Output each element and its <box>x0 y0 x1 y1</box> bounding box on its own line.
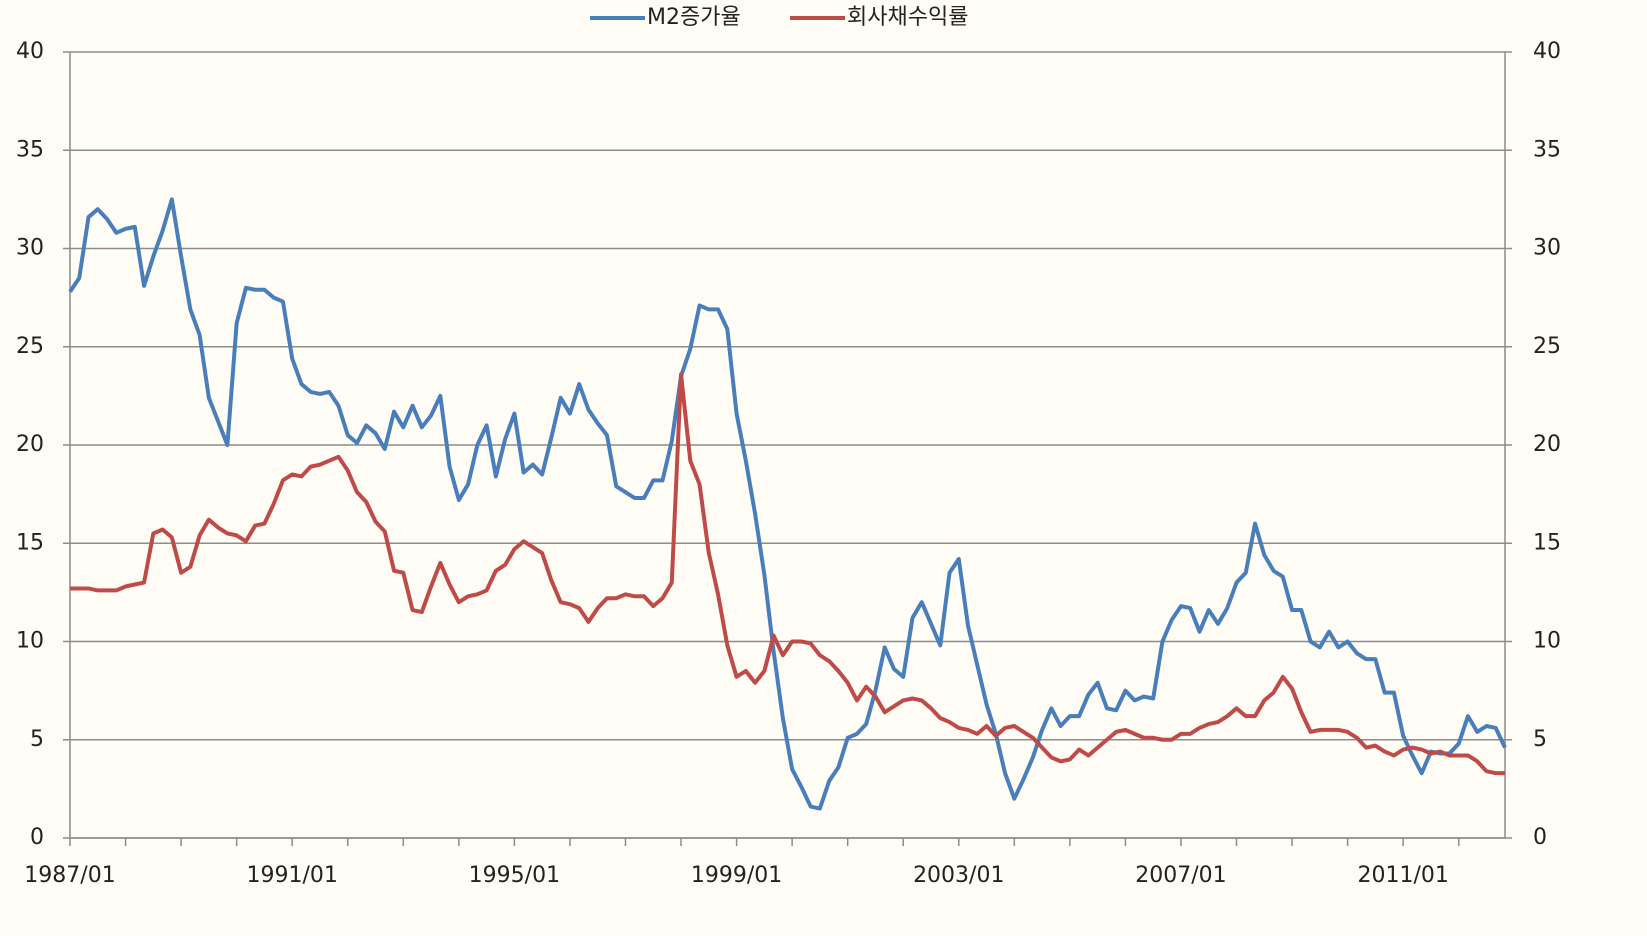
y2-tick-label: 10 <box>1533 629 1561 654</box>
x-tick-label: 1995/01 <box>469 863 560 888</box>
x-tick-label: 1987/01 <box>24 863 115 888</box>
y2-tick-label: 5 <box>1533 727 1547 752</box>
y2-tick-label: 25 <box>1533 334 1561 359</box>
y-tick-label: 0 <box>30 825 44 850</box>
legend-label: 회사채수익률 <box>847 5 968 30</box>
y2-tick-label: 40 <box>1533 39 1561 64</box>
series-line <box>68 197 1507 811</box>
x-tick-label: 1991/01 <box>246 863 337 888</box>
y-tick-label: 5 <box>30 727 44 752</box>
series-line <box>70 372 1505 776</box>
x-tick-label: 1999/01 <box>691 863 782 888</box>
x-tick-label: 2011/01 <box>1357 863 1448 888</box>
x-tick-label: 2007/01 <box>1135 863 1226 888</box>
y-tick-label: 10 <box>16 629 44 654</box>
y2-tick-label: 35 <box>1533 137 1561 162</box>
y-tick-label: 20 <box>16 432 44 457</box>
y-tick-label: 15 <box>16 530 44 555</box>
y-tick-label: 40 <box>16 39 44 64</box>
y2-tick-label: 20 <box>1533 432 1561 457</box>
y2-tick-label: 15 <box>1533 530 1561 555</box>
y2-tick-label: 30 <box>1533 236 1561 261</box>
x-tick-label: 2003/01 <box>913 863 1004 888</box>
y-tick-label: 35 <box>16 137 44 162</box>
y-tick-label: 25 <box>16 334 44 359</box>
y2-tick-label: 0 <box>1533 825 1547 850</box>
legend-label: M2증가율 <box>647 5 741 30</box>
y-tick-label: 30 <box>16 236 44 261</box>
